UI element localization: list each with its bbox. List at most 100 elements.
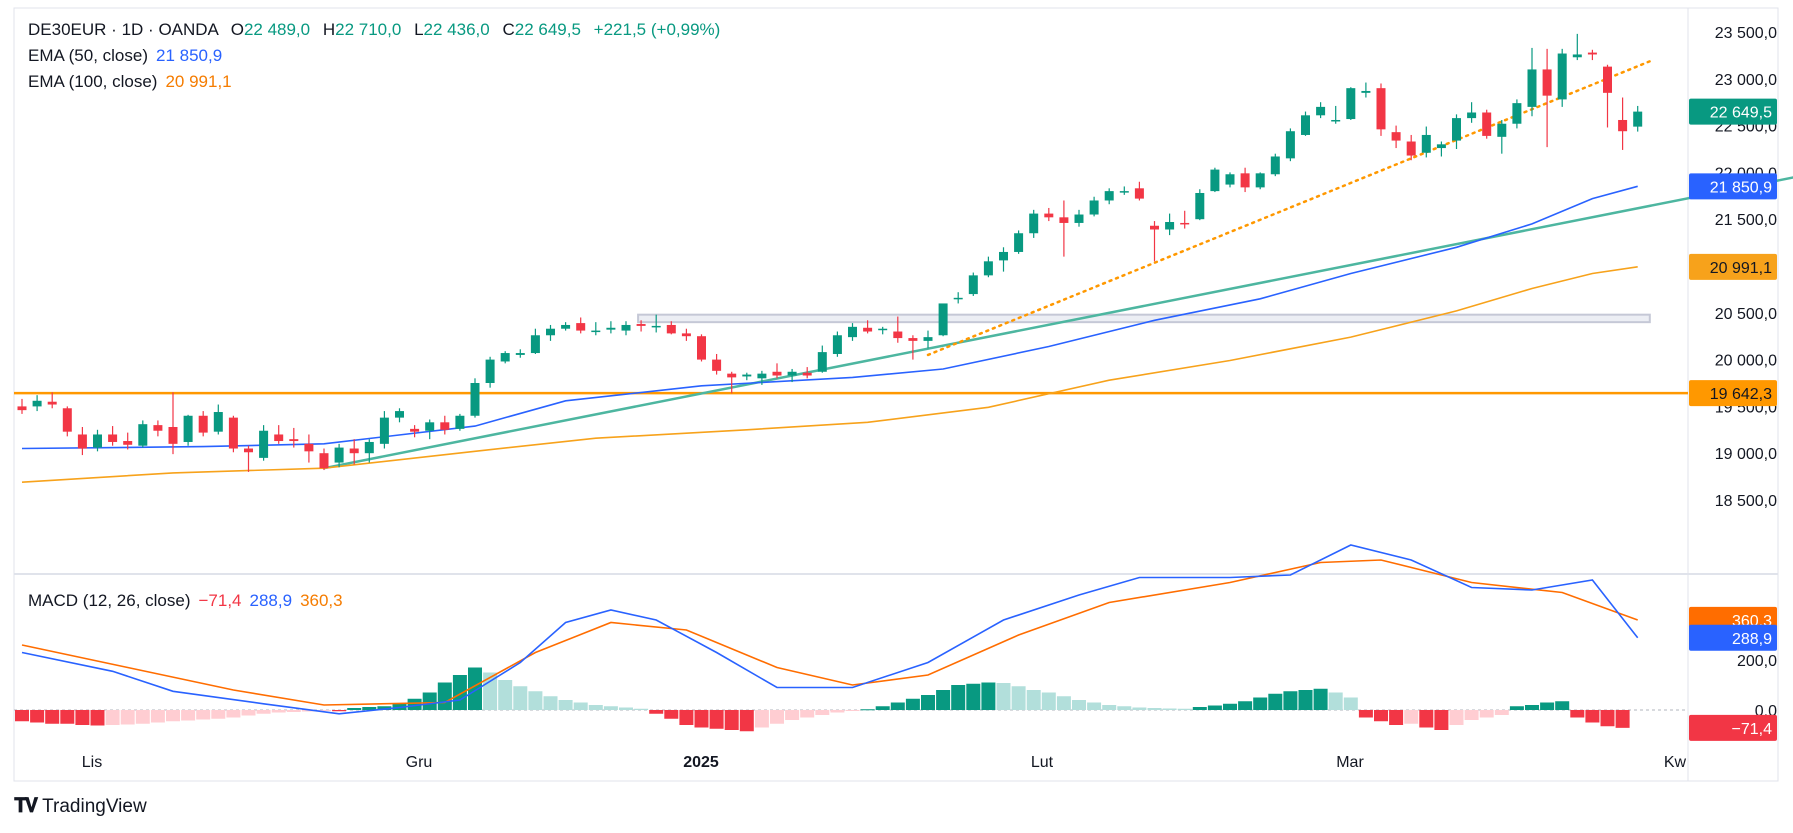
candle-body: [591, 330, 601, 333]
macd-histogram-bar: [724, 710, 739, 730]
candle-body: [1391, 132, 1401, 141]
candle: [1633, 105, 1643, 132]
macd-histogram-bar: [936, 690, 951, 710]
candle-body: [425, 422, 435, 431]
macd-histogram-bar: [1358, 710, 1373, 718]
candle: [817, 345, 827, 373]
candle-body: [999, 251, 1008, 261]
candle: [1406, 134, 1416, 161]
candle: [1225, 172, 1235, 188]
macd-histogram-bar: [694, 710, 709, 728]
macd-histogram-bar: [1253, 697, 1268, 710]
candle: [968, 272, 978, 296]
candle: [727, 371, 737, 394]
candle-body: [93, 434, 102, 448]
candle: [1618, 97, 1628, 150]
macd-histogram-bar: [1509, 706, 1524, 710]
candle-body: [1557, 53, 1567, 100]
candle-body: [379, 417, 389, 444]
candle: [1557, 48, 1567, 107]
legend-ema50[interactable]: EMA (50, close) 21 850,9: [28, 46, 222, 66]
candle: [802, 367, 812, 379]
candle: [1285, 128, 1295, 162]
candle: [1044, 207, 1054, 222]
macd-histogram-bar: [301, 710, 316, 712]
candle-body: [485, 359, 495, 383]
candle-body: [968, 275, 978, 295]
candle-body: [364, 441, 374, 454]
candle-body: [1255, 173, 1265, 188]
macd-line-tag-bg: [1689, 624, 1777, 651]
candle: [863, 320, 873, 334]
timeframe-label[interactable]: 1D: [121, 20, 144, 39]
macd-histogram-bar: [407, 698, 422, 710]
candle-body: [395, 411, 404, 418]
candle-body: [259, 430, 269, 458]
macd-histogram-bar: [1177, 708, 1192, 710]
legend-macd[interactable]: MACD (12, 26, close) −71,4 288,9 360,3: [28, 591, 343, 611]
macd-histogram-bar: [603, 706, 618, 710]
candle: [289, 427, 299, 448]
macd-histogram-bar: [1268, 693, 1283, 710]
candle: [1572, 33, 1582, 61]
price-tick-label: 20 000,0: [1715, 353, 1777, 370]
macd-histogram-bar: [1343, 697, 1358, 710]
macd-histogram-bar: [241, 710, 256, 716]
macd-pane[interactable]: [14, 544, 1688, 732]
legend-separator: ·: [148, 20, 154, 39]
candle-body: [606, 327, 616, 330]
open-label: O: [230, 20, 244, 39]
candle-body: [470, 383, 480, 416]
ema100-tag-bg: [1689, 253, 1777, 280]
price-pane[interactable]: [14, 33, 1793, 483]
macd-histogram-bar: [45, 710, 60, 724]
candle: [832, 331, 842, 357]
candle: [168, 392, 178, 455]
macd-histogram-bar: [1147, 708, 1162, 710]
macd-hist-tag: −71,4: [1689, 714, 1777, 741]
candle-body: [1618, 119, 1628, 132]
time-tick-label: Lut: [1031, 754, 1054, 771]
broker-label: OANDA: [158, 20, 218, 39]
candle: [364, 439, 374, 463]
ema100-tag-text: 20 991,1: [1710, 260, 1772, 277]
macd-line: [21, 544, 1639, 715]
candle: [636, 320, 646, 332]
candle: [1527, 47, 1537, 117]
macd-hist-tag-text: −71,4: [1732, 721, 1773, 738]
tradingview-logo-icon: 𝐓𝐕: [14, 795, 38, 817]
candle: [228, 415, 238, 453]
macd-histogram-bar: [1479, 710, 1494, 718]
chart-border: [13, 7, 1779, 782]
macd-label: MACD (12, 26, close): [28, 591, 191, 610]
macd-histogram-bar: [830, 710, 845, 713]
candle-body: [697, 336, 706, 360]
legend-ema100[interactable]: EMA (100, close) 20 991,1: [28, 72, 232, 92]
time-axis[interactable]: Lis Gru 2025 Lut Mar Kw: [82, 754, 1687, 771]
candle: [1603, 64, 1612, 128]
candle: [515, 349, 525, 358]
candle: [349, 439, 359, 465]
ema100-line: [21, 266, 1638, 483]
candle: [787, 368, 797, 383]
candle: [395, 408, 404, 423]
candle-body: [1210, 169, 1220, 192]
candle: [1119, 186, 1129, 195]
macd-histogram-bar: [1072, 700, 1086, 710]
candle: [17, 398, 27, 414]
candle-body: [546, 328, 555, 336]
ema50-tag: 21 850,9: [1689, 173, 1777, 200]
candle: [983, 256, 993, 278]
macd-histogram-bar: [739, 710, 754, 732]
macd-tick-label: 200,0: [1737, 653, 1777, 670]
macd-histogram-bar: [845, 710, 860, 711]
brand[interactable]: 𝐓𝐕 TradingView: [14, 795, 147, 818]
candle-body: [1406, 141, 1416, 156]
candle-body: [1482, 112, 1492, 136]
macd-histogram-bar: [181, 710, 196, 721]
symbol-label[interactable]: DE30EUR: [28, 20, 107, 39]
candle: [1255, 172, 1265, 190]
candle-body: [515, 353, 525, 355]
candle-body: [1104, 191, 1114, 201]
